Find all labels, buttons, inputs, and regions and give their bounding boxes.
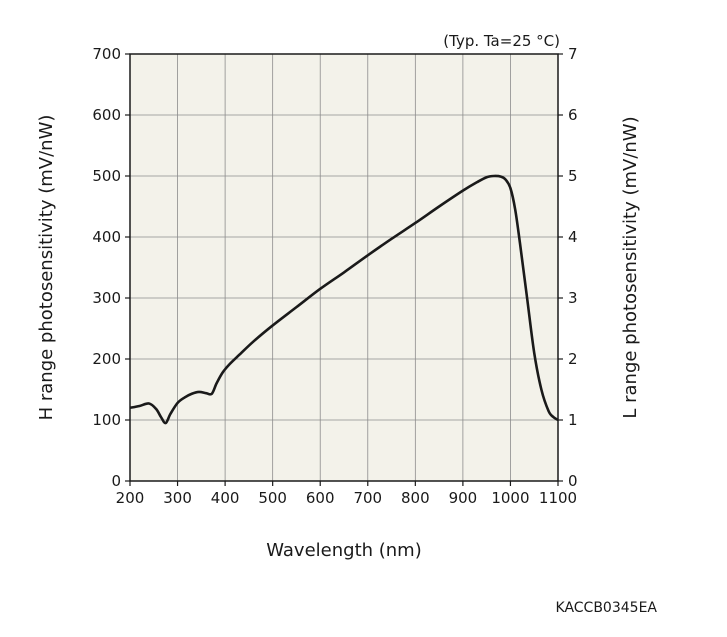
y-axis-title-left: H range photosensitivity (mV/nW) [36, 115, 57, 421]
plot-background [130, 54, 558, 481]
x-tick-label: 400 [211, 489, 240, 507]
x-tick-label: 1100 [539, 489, 577, 507]
y-tick-label-right: 7 [568, 45, 578, 63]
y-tick-label-left: 400 [92, 228, 121, 246]
x-tick-label: 1000 [491, 489, 529, 507]
series-line [129, 174, 559, 425]
y-tick-label-left: 0 [111, 472, 121, 490]
tick-labels: 200 300 400 500 600 700 800 900 1000 110001002003… [92, 45, 577, 507]
y-axis-title-right: L range photosensitivity (mV/nW) [620, 116, 641, 418]
y-tick-label-left: 200 [92, 350, 121, 368]
plot-frame [129, 53, 559, 482]
condition-annotation: (Typ. Ta=25 °C) [443, 32, 560, 50]
x-axis-title: Wavelength (nm) [266, 540, 422, 561]
x-tick-label: 300 [163, 489, 192, 507]
y-tick-label-right: 6 [568, 106, 578, 124]
y-tick-label-left: 500 [92, 167, 121, 185]
x-tick-label: 800 [401, 489, 430, 507]
x-tick-label: 700 [353, 489, 382, 507]
y-tick-label-left: 300 [92, 289, 121, 307]
x-tick-label: 600 [306, 489, 335, 507]
x-tick-label: 500 [258, 489, 287, 507]
x-tick-label: 900 [449, 489, 478, 507]
y-tick-label-right: 5 [568, 167, 578, 185]
y-tick-label-left: 700 [92, 45, 121, 63]
y-tick-label-right: 0 [568, 472, 578, 490]
y-tick-label-right: 3 [568, 289, 578, 307]
y-tick-label-right: 1 [568, 411, 578, 429]
y-tick-label-right: 4 [568, 228, 578, 246]
y-tick-label-right: 2 [568, 350, 578, 368]
y-tick-label-left: 600 [92, 106, 121, 124]
document-code: KACCB0345EA [556, 600, 658, 616]
y-tick-label-left: 100 [92, 411, 121, 429]
x-tick-label: 200 [116, 489, 145, 507]
tick-marks [125, 53, 563, 486]
